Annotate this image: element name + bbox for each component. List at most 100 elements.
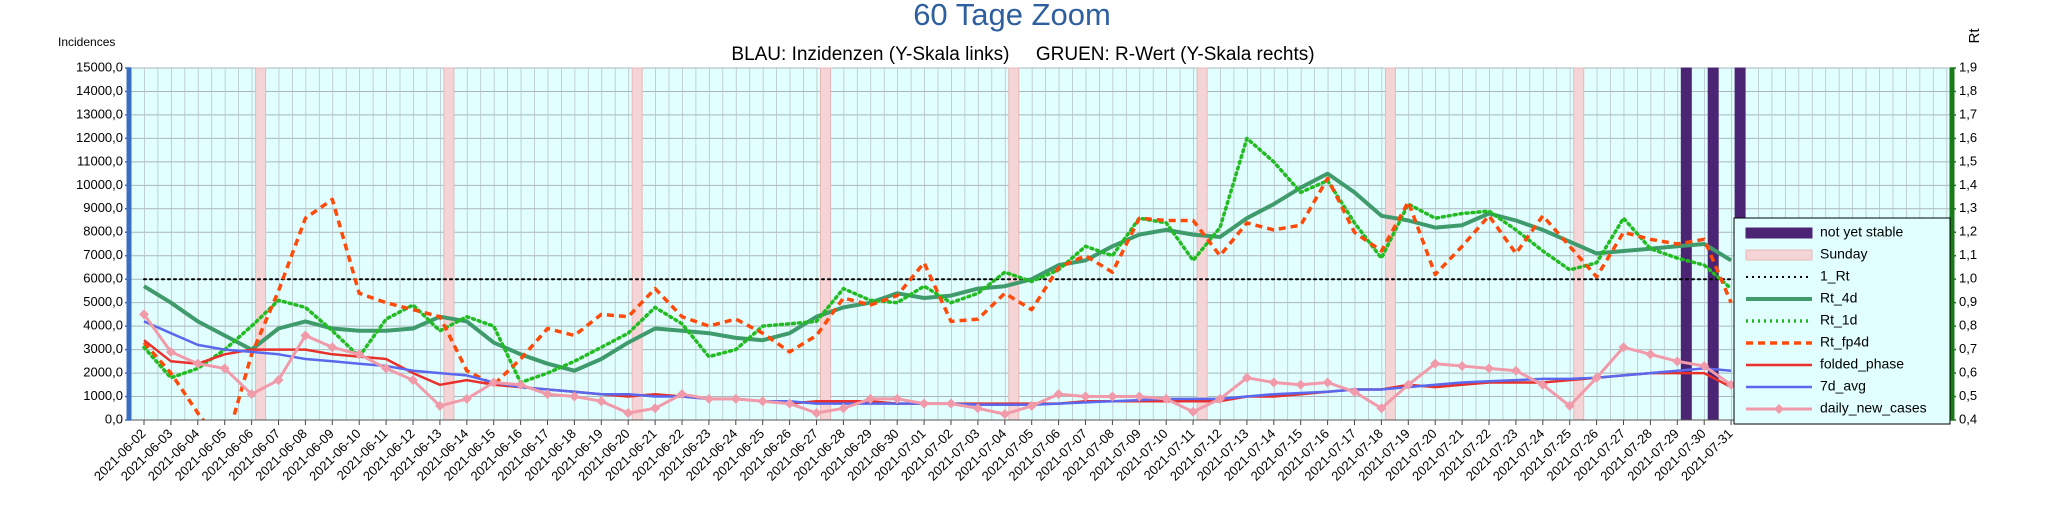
- point-marker: [461, 393, 472, 404]
- point-marker: [838, 403, 849, 414]
- y-tick-label: 5000,0: [83, 294, 123, 309]
- legend-label: Rt_fp4d: [1820, 334, 1869, 350]
- legend-swatch: [1745, 249, 1813, 261]
- point-marker: [811, 407, 822, 418]
- legend-label: 1_Rt: [1820, 268, 1850, 284]
- chart-title: 60 Tage Zoom: [913, 0, 1111, 32]
- point-marker: [327, 342, 338, 353]
- legend-label: not yet stable: [1820, 224, 1903, 240]
- point-marker: [1107, 391, 1118, 402]
- point-marker: [1161, 393, 1172, 404]
- point-marker: [999, 409, 1010, 420]
- y-tick-label: 9000,0: [83, 200, 123, 215]
- point-marker: [865, 393, 876, 404]
- y-tick-label: 7000,0: [83, 247, 123, 262]
- point-marker: [1026, 400, 1037, 411]
- y2-tick-label: 1,0: [1959, 271, 1977, 286]
- band: [255, 67, 267, 421]
- point-marker: [165, 346, 176, 357]
- series-line: [142, 136, 1733, 385]
- y-tick-label: 2000,0: [83, 365, 123, 380]
- point-marker: [1376, 403, 1387, 414]
- chart-subtitle: BLAU: Inzidenzen (Y-Skala links) GRUEN: …: [731, 44, 1314, 65]
- y2-tick-label: 1,2: [1959, 224, 1977, 239]
- y-tick-label: 15000,0: [76, 59, 123, 74]
- point-marker: [946, 398, 956, 409]
- point-marker: [784, 398, 795, 409]
- y2-axis-label: Rt: [1966, 28, 1983, 44]
- point-marker: [1215, 393, 1225, 404]
- point-marker: [273, 375, 284, 386]
- y2-tick-label: 1,4: [1959, 177, 1977, 192]
- point-marker: [919, 398, 930, 409]
- point-marker: [434, 400, 445, 411]
- point-marker: [1241, 372, 1252, 383]
- band: [1008, 67, 1020, 421]
- y2-tick-label: 1,3: [1959, 200, 1977, 215]
- legend-label: folded_phase: [1820, 356, 1904, 372]
- y-tick-label: 11000,0: [77, 153, 123, 168]
- y2-tick-label: 0,6: [1959, 365, 1977, 380]
- point-marker: [1134, 391, 1145, 402]
- band: [1707, 67, 1719, 421]
- point-marker: [488, 377, 499, 388]
- point-marker: [1080, 391, 1091, 402]
- y-tick-label: 3000,0: [83, 341, 123, 356]
- y2-tick-label: 1,8: [1959, 83, 1977, 98]
- y-tick-label: 8000,0: [83, 224, 123, 239]
- y-axis-label: Incidences: [58, 35, 115, 49]
- point-marker: [515, 379, 526, 390]
- band: [443, 67, 455, 421]
- band: [820, 67, 831, 421]
- point-marker: [1672, 356, 1683, 367]
- y-tick-label: 4000,0: [83, 318, 123, 333]
- band: [631, 67, 643, 421]
- point-marker: [703, 393, 714, 404]
- y2-tick-label: 1,5: [1959, 153, 1977, 168]
- y2-tick-label: 0,5: [1959, 388, 1977, 403]
- legend-marker: [1774, 404, 1784, 414]
- point-marker: [1349, 386, 1360, 397]
- point-marker: [1645, 349, 1656, 360]
- point-marker: [192, 358, 203, 369]
- point-marker: [1403, 379, 1414, 390]
- point-marker: [1295, 379, 1306, 390]
- point-marker: [569, 391, 580, 402]
- y2-tick-label: 1,7: [1959, 106, 1977, 121]
- legend-swatch: [1745, 227, 1813, 239]
- legend-label: Rt_1d: [1820, 312, 1857, 328]
- point-marker: [1322, 377, 1333, 388]
- point-marker: [650, 403, 661, 414]
- y-tick-label: 1000,0: [83, 388, 123, 403]
- y2-tick-label: 0,7: [1959, 341, 1977, 356]
- legend-label: Sunday: [1820, 246, 1867, 262]
- point-marker: [1053, 389, 1064, 400]
- point-marker: [730, 393, 741, 404]
- lines: [139, 136, 1737, 420]
- point-marker: [542, 389, 553, 400]
- point-marker: [219, 363, 230, 374]
- point-marker: [1457, 361, 1468, 372]
- y-tick-label: 12000,0: [76, 130, 123, 145]
- y-tick-label: 13000,0: [76, 106, 123, 121]
- point-marker: [1268, 377, 1279, 388]
- y-tick-label: 0,0: [105, 411, 123, 426]
- point-marker: [1591, 372, 1602, 383]
- legend-label: 7d_avg: [1820, 378, 1866, 394]
- series-line: [142, 176, 1733, 420]
- point-marker: [408, 375, 418, 386]
- point-marker: [1564, 400, 1575, 411]
- point-marker: [1484, 363, 1494, 374]
- point-marker: [677, 389, 687, 400]
- point-marker: [1537, 379, 1548, 390]
- point-marker: [246, 389, 257, 400]
- point-marker: [892, 393, 903, 404]
- point-marker: [139, 309, 149, 320]
- point-marker: [1430, 358, 1441, 369]
- point-marker: [757, 396, 768, 407]
- legend-label: Rt_4d: [1820, 290, 1857, 306]
- point-marker: [1510, 365, 1521, 376]
- y2-tick-label: 1,9: [1959, 59, 1977, 74]
